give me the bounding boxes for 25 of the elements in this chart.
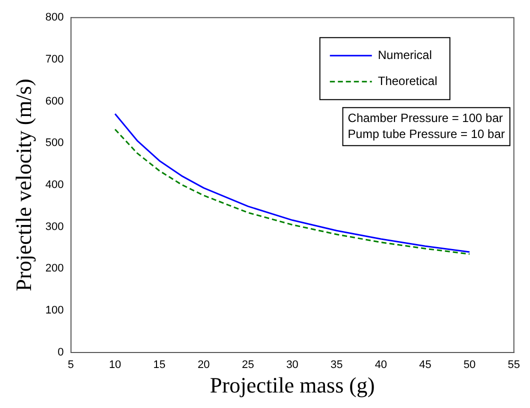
x-tick-label: 55 xyxy=(508,359,520,372)
annotation: Chamber Pressure = 100 bar Pump tube Pressure = 10 bar xyxy=(348,110,505,141)
y-tick-label: 400 xyxy=(45,179,64,192)
x-tick-label: 40 xyxy=(374,359,388,372)
x-tick-label: 45 xyxy=(419,359,432,372)
legend-label: Theoretical xyxy=(378,74,438,88)
y-tick-label: 600 xyxy=(45,95,64,108)
y-tick-label: 800 xyxy=(45,12,64,24)
y-tick-label: 300 xyxy=(45,220,64,233)
x-tick-label: 30 xyxy=(286,359,298,372)
x-tick-label: 15 xyxy=(153,359,166,372)
x-tick-label: 5 xyxy=(68,359,74,372)
x-tick-label: 20 xyxy=(198,359,210,372)
x-tick-label: 25 xyxy=(242,359,254,372)
x-tick-label: 50 xyxy=(463,359,476,372)
x-tick-label: 10 xyxy=(108,359,122,372)
y-tick-label: 0 xyxy=(58,346,64,358)
y-tick-label: 700 xyxy=(45,53,64,66)
y-tick-label: 200 xyxy=(45,262,64,275)
x-tick-label: 35 xyxy=(330,359,343,372)
y-axis-title: Projectile velocity (m/s) xyxy=(10,78,36,292)
y-tick-label: 100 xyxy=(45,304,64,317)
legend-label: Numerical xyxy=(378,48,432,62)
y-tick-label: 500 xyxy=(45,137,64,150)
x-axis-title: Projectile mass (g) xyxy=(210,372,375,398)
